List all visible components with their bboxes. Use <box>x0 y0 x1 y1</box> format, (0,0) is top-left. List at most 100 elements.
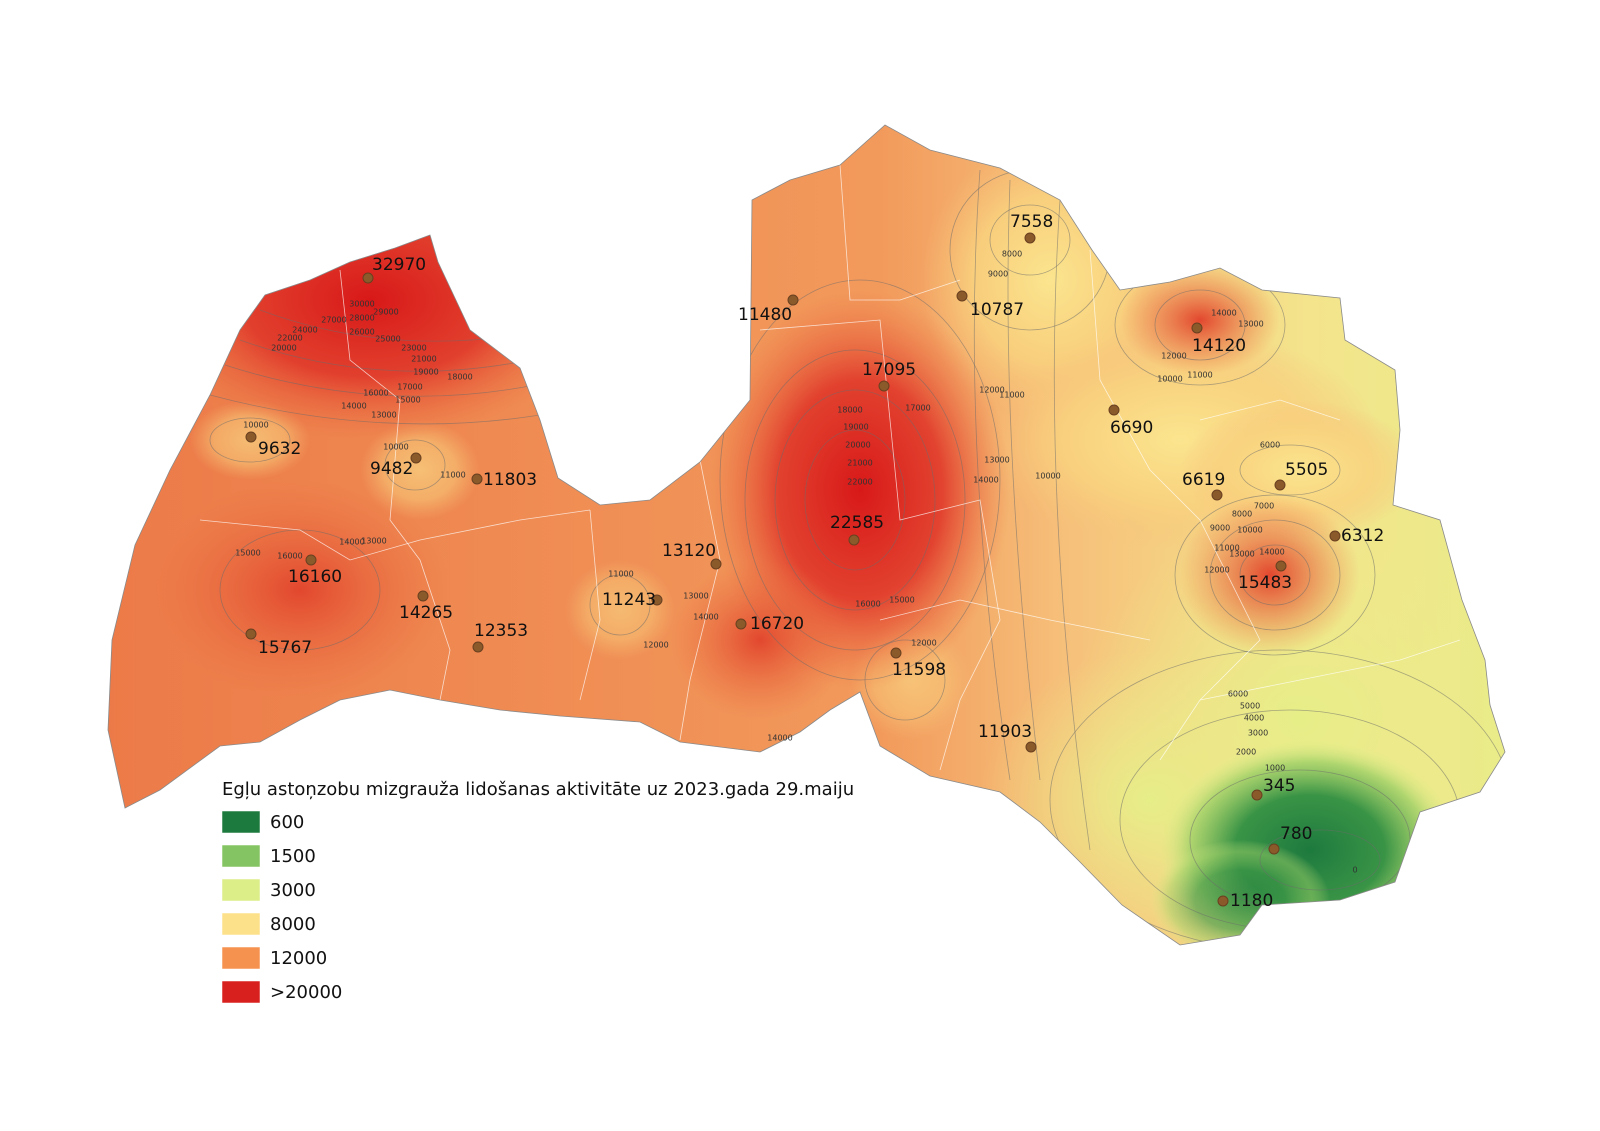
sample-point <box>472 641 484 653</box>
contour-label: 22000 <box>847 478 872 487</box>
contour-label: 11000 <box>999 391 1024 400</box>
point-label: 11480 <box>738 305 792 325</box>
legend-label: 12000 <box>270 948 327 969</box>
contour-label: 28000 <box>349 314 374 323</box>
contour-label: 11000 <box>1187 371 1212 380</box>
contour-label: 11000 <box>608 570 633 579</box>
legend-swatch <box>221 912 261 936</box>
contour-label: 12000 <box>1204 566 1229 575</box>
sample-point <box>848 534 860 546</box>
legend-swatch <box>221 878 261 902</box>
point-label: 6312 <box>1341 526 1384 546</box>
sample-point <box>1251 789 1263 801</box>
point-label: 7558 <box>1010 212 1053 232</box>
contour-label: 1000 <box>1265 764 1285 773</box>
contour-label: 24000 <box>292 326 317 335</box>
contour-label: 0 <box>1352 866 1357 875</box>
legend-label: 600 <box>270 812 304 833</box>
sample-point <box>245 628 257 640</box>
legend-swatch <box>221 946 261 970</box>
point-label: 780 <box>1280 824 1312 844</box>
point-label: 9632 <box>258 439 301 459</box>
contour-label: 21000 <box>847 459 872 468</box>
contour-label: 13000 <box>1229 550 1254 559</box>
contour-label: 14000 <box>1259 548 1284 557</box>
contour-label: 10000 <box>383 443 408 452</box>
point-label: 14265 <box>399 603 453 623</box>
contour-label: 7000 <box>1254 502 1274 511</box>
sample-point <box>245 431 257 443</box>
sample-points: 32970 11480 10787 7558 14120 17095 6690 9632 948… <box>245 212 1384 911</box>
contour-label: 14000 <box>973 476 998 485</box>
legend-swatch <box>221 810 261 834</box>
contour-label: 11000 <box>440 471 465 480</box>
contour-label: 14000 <box>339 538 364 547</box>
isolines <box>209 169 1505 945</box>
sample-point <box>1211 489 1223 501</box>
point-label: 9482 <box>370 459 413 479</box>
legend-swatch <box>221 844 261 868</box>
contour-label: 16000 <box>363 389 388 398</box>
sample-point <box>1275 560 1287 572</box>
sample-point <box>735 618 747 630</box>
contour-label: 19000 <box>413 368 438 377</box>
point-label: 345 <box>1263 776 1295 796</box>
sample-point <box>1191 322 1203 334</box>
sample-point <box>787 294 799 306</box>
legend: Egļu astoņzobu mizgrauža lidošanas aktiv… <box>221 779 854 1004</box>
contour-label: 23000 <box>401 344 426 353</box>
contour-label: 30000 <box>349 300 374 309</box>
point-label: 11598 <box>892 660 946 680</box>
legend-label: 1500 <box>270 846 316 867</box>
contour-label: 10000 <box>1035 472 1060 481</box>
sample-point <box>1217 895 1229 907</box>
point-label: 15483 <box>1238 573 1292 593</box>
sample-point <box>1108 404 1120 416</box>
contour-label: 20000 <box>845 441 870 450</box>
point-label: 22585 <box>830 513 884 533</box>
sample-point <box>362 272 374 284</box>
contour-label: 3000 <box>1248 729 1268 738</box>
point-label: 6619 <box>1182 470 1225 490</box>
district-borders <box>199 164 1461 771</box>
point-label: 16160 <box>288 567 342 587</box>
sample-point <box>417 590 429 602</box>
sample-point <box>651 594 663 606</box>
point-label: 17095 <box>862 360 916 380</box>
contour-label: 12000 <box>979 386 1004 395</box>
legend-swatch <box>221 980 261 1004</box>
contour-label: 10000 <box>243 421 268 430</box>
sample-point <box>410 452 422 464</box>
point-label: 13120 <box>662 541 716 561</box>
sample-point <box>1329 530 1341 542</box>
contour-label: 12000 <box>1161 352 1186 361</box>
sample-point <box>878 380 890 392</box>
contour-label: 20000 <box>271 344 296 353</box>
contour-label: 2000 <box>1236 748 1256 757</box>
point-label: 1180 <box>1230 891 1273 911</box>
point-label: 16720 <box>750 614 804 634</box>
contour-label: 15000 <box>395 396 420 405</box>
sample-point <box>890 647 902 659</box>
contour-label: 14000 <box>693 613 718 622</box>
point-label: 11903 <box>978 722 1032 742</box>
contour-label: 13000 <box>371 411 396 420</box>
sample-point <box>956 290 968 302</box>
contour-label: 10000 <box>1237 526 1262 535</box>
contour-label: 12000 <box>911 639 936 648</box>
contour-label: 17000 <box>905 404 930 413</box>
legend-label: >20000 <box>270 982 342 1003</box>
sample-point <box>1024 232 1036 244</box>
contour-label: 15000 <box>235 549 260 558</box>
contour-label: 9000 <box>988 270 1008 279</box>
contour-label: 22000 <box>277 334 302 343</box>
contour-label: 19000 <box>843 423 868 432</box>
contour-label: 14000 <box>1211 309 1236 318</box>
sample-point <box>710 558 722 570</box>
contour-label: 13000 <box>683 592 708 601</box>
contour-label: 17000 <box>397 383 422 392</box>
legend-label: 3000 <box>270 880 316 901</box>
point-label: 10787 <box>970 300 1024 320</box>
